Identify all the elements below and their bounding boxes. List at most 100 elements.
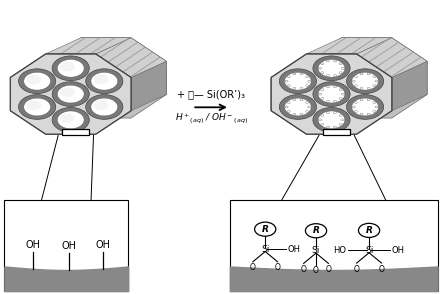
Circle shape xyxy=(341,67,344,69)
Circle shape xyxy=(347,69,384,93)
Polygon shape xyxy=(10,54,131,134)
Circle shape xyxy=(57,59,84,77)
Bar xyxy=(4,200,128,291)
Circle shape xyxy=(339,63,342,65)
Text: O: O xyxy=(301,265,307,274)
Circle shape xyxy=(60,62,75,71)
Circle shape xyxy=(334,112,336,114)
Circle shape xyxy=(327,100,329,102)
Bar xyxy=(62,128,89,136)
Circle shape xyxy=(334,126,336,128)
Circle shape xyxy=(24,72,50,90)
Circle shape xyxy=(354,111,357,112)
Text: O: O xyxy=(378,265,385,273)
Polygon shape xyxy=(306,38,392,54)
Circle shape xyxy=(327,126,329,128)
Circle shape xyxy=(318,85,345,103)
Circle shape xyxy=(19,95,56,119)
Circle shape xyxy=(318,111,345,129)
Circle shape xyxy=(305,224,327,238)
Text: R: R xyxy=(312,226,320,235)
Circle shape xyxy=(360,113,363,115)
Circle shape xyxy=(279,69,316,93)
Circle shape xyxy=(321,72,324,74)
Text: O: O xyxy=(274,263,281,272)
Text: H$^+$$_{(aq)}$ / OH$^-$$_{(aq)}$: H$^+$$_{(aq)}$ / OH$^-$$_{(aq)}$ xyxy=(175,112,248,125)
Circle shape xyxy=(86,95,123,119)
Circle shape xyxy=(308,106,311,108)
Circle shape xyxy=(27,74,41,84)
Circle shape xyxy=(339,72,342,74)
Circle shape xyxy=(334,100,336,102)
Circle shape xyxy=(318,59,345,77)
Text: Si: Si xyxy=(261,245,269,254)
Circle shape xyxy=(327,60,329,62)
Circle shape xyxy=(347,95,384,119)
Text: Si: Si xyxy=(312,246,320,255)
Circle shape xyxy=(306,85,309,87)
Circle shape xyxy=(321,63,324,65)
Circle shape xyxy=(293,99,296,101)
Circle shape xyxy=(285,80,288,82)
Circle shape xyxy=(373,76,376,78)
Polygon shape xyxy=(357,38,427,77)
Circle shape xyxy=(86,69,123,93)
Circle shape xyxy=(91,98,118,116)
Circle shape xyxy=(339,98,342,99)
Circle shape xyxy=(293,73,296,75)
Circle shape xyxy=(287,101,290,103)
Circle shape xyxy=(327,86,329,88)
Text: HO: HO xyxy=(334,246,347,255)
Circle shape xyxy=(300,73,303,75)
Circle shape xyxy=(313,56,350,81)
Circle shape xyxy=(354,101,357,103)
Polygon shape xyxy=(392,61,427,111)
Circle shape xyxy=(354,76,357,78)
Text: O: O xyxy=(313,266,319,275)
Circle shape xyxy=(334,60,336,62)
Circle shape xyxy=(339,89,342,91)
Circle shape xyxy=(279,95,316,119)
Circle shape xyxy=(321,123,324,125)
Bar xyxy=(230,200,438,291)
Text: OH: OH xyxy=(392,246,404,255)
Circle shape xyxy=(360,87,363,89)
Circle shape xyxy=(287,85,290,87)
Text: OH: OH xyxy=(95,240,110,250)
Circle shape xyxy=(327,74,329,76)
Circle shape xyxy=(373,85,376,87)
Text: O: O xyxy=(325,265,332,274)
Circle shape xyxy=(341,93,344,95)
Circle shape xyxy=(308,80,311,82)
Polygon shape xyxy=(306,38,427,118)
Circle shape xyxy=(375,106,378,108)
Circle shape xyxy=(352,106,355,108)
Circle shape xyxy=(293,113,296,115)
Polygon shape xyxy=(271,54,392,134)
Circle shape xyxy=(367,99,370,101)
Text: R: R xyxy=(262,225,269,234)
Circle shape xyxy=(367,73,370,75)
Circle shape xyxy=(94,100,108,110)
Circle shape xyxy=(57,111,84,129)
Circle shape xyxy=(354,85,357,87)
Circle shape xyxy=(94,74,108,84)
Circle shape xyxy=(285,72,311,90)
Circle shape xyxy=(367,87,370,89)
Circle shape xyxy=(373,101,376,103)
Polygon shape xyxy=(46,38,131,54)
Circle shape xyxy=(352,98,378,116)
Circle shape xyxy=(321,98,324,99)
Circle shape xyxy=(367,113,370,115)
Circle shape xyxy=(57,85,84,103)
Circle shape xyxy=(287,76,290,78)
Circle shape xyxy=(341,119,344,121)
Circle shape xyxy=(321,89,324,91)
Circle shape xyxy=(306,101,309,103)
Circle shape xyxy=(285,106,288,108)
Circle shape xyxy=(306,76,309,78)
Circle shape xyxy=(360,99,363,101)
Circle shape xyxy=(334,86,336,88)
Text: OH: OH xyxy=(61,241,76,251)
Circle shape xyxy=(306,111,309,112)
